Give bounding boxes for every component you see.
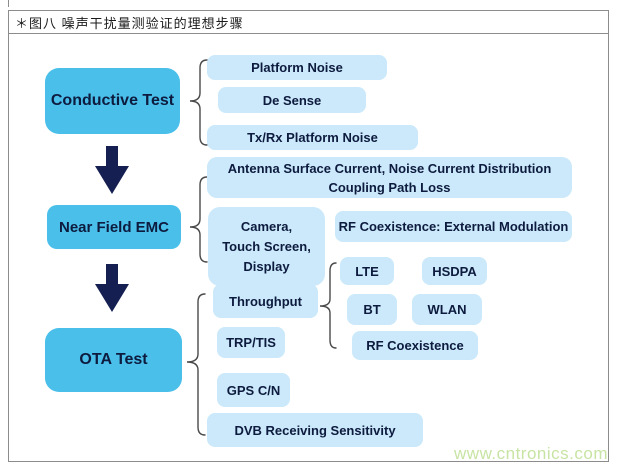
item-label: De Sense xyxy=(262,92,322,108)
stage-ota-test: OTA Test xyxy=(45,328,182,392)
item-trp-tis: TRP/TIS xyxy=(217,327,285,358)
brace-near-field-icon xyxy=(189,176,208,263)
item-label: RF Coexistence xyxy=(366,338,464,353)
item-label: Platform Noise xyxy=(251,60,343,75)
item-label: WLAN xyxy=(427,302,467,317)
brace-conductive-icon xyxy=(189,59,208,146)
figure-border xyxy=(8,33,609,462)
stage-near-field-emc: Near Field EMC xyxy=(47,205,181,249)
item-label: GPS C/N xyxy=(226,382,281,398)
item-label: LTE xyxy=(355,263,379,279)
stage-conductive-test: Conductive Test xyxy=(45,68,180,134)
item-label-line1: Camera, xyxy=(240,218,293,234)
watermark-url: www.cntronics.com xyxy=(454,444,608,463)
item-label: Throughput xyxy=(229,293,302,309)
brace-throughput-icon xyxy=(319,262,337,349)
item-rf-coexistence-external-modulation: RF Coexistence: External Modulation xyxy=(335,211,572,242)
item-wlan: WLAN xyxy=(412,294,482,325)
item-label: HSDPA xyxy=(432,263,477,279)
item-label-line1: Antenna Surface Current, Noise Current D… xyxy=(227,160,552,176)
item-throughput: Throughput xyxy=(213,284,318,318)
frame-corner-tick xyxy=(8,0,9,7)
item-label: BT xyxy=(363,302,381,317)
item-label: DVB Receiving Sensitivity xyxy=(234,422,396,438)
item-de-sense: De Sense xyxy=(218,87,366,113)
item-antenna-surface-current: Antenna Surface Current, Noise Current D… xyxy=(207,157,572,198)
item-bt: BT xyxy=(347,294,397,325)
stage-conductive-label: Conductive Test xyxy=(50,92,175,109)
item-tx-rx-platform-noise: Tx/Rx Platform Noise xyxy=(207,125,418,150)
item-dvb-receiving-sensitivity: DVB Receiving Sensitivity xyxy=(207,413,423,447)
item-label-line3: Display xyxy=(243,258,290,274)
figure-caption: ＊图八 噪声干扰量测验证的理想步骤 xyxy=(15,15,244,31)
item-hsdpa: HSDPA xyxy=(422,257,487,285)
item-lte: LTE xyxy=(340,257,394,285)
item-label: TRP/TIS xyxy=(226,335,276,350)
item-label-line2: Touch Screen, xyxy=(222,238,311,254)
item-platform-noise: Platform Noise xyxy=(207,55,387,80)
item-gps-cn: GPS C/N xyxy=(217,373,290,407)
item-label-line2: Coupling Path Loss xyxy=(328,179,451,195)
item-camera-touchscreen-display: Camera, Touch Screen, Display xyxy=(208,207,325,286)
down-arrow-icon xyxy=(95,146,129,194)
brace-ota-icon xyxy=(186,293,206,436)
down-arrow-icon xyxy=(95,264,129,312)
item-rf-coexistence: RF Coexistence xyxy=(352,331,478,360)
item-label: RF Coexistence: External Modulation xyxy=(338,219,569,234)
item-label: Tx/Rx Platform Noise xyxy=(247,130,378,145)
stage-ota-label: OTA Test xyxy=(79,351,148,368)
figure-caption-bar: ＊图八 噪声干扰量测验证的理想步骤 xyxy=(8,10,609,34)
stage-near-field-label: Near Field EMC xyxy=(58,218,170,236)
